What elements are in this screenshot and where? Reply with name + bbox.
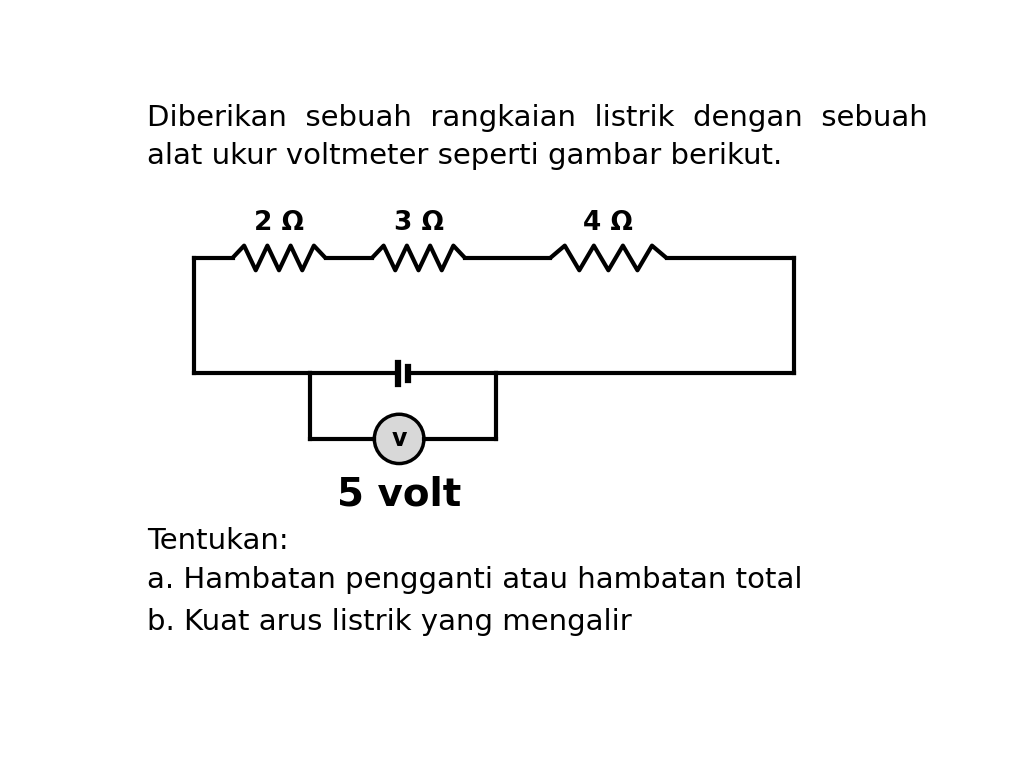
Text: Tentukan:: Tentukan:: [147, 527, 288, 555]
Text: 3 Ω: 3 Ω: [394, 210, 444, 236]
Circle shape: [374, 414, 424, 464]
Text: Diberikan  sebuah  rangkaian  listrik  dengan  sebuah: Diberikan sebuah rangkaian listrik denga…: [147, 104, 928, 132]
Text: a. Hambatan pengganti atau hambatan total: a. Hambatan pengganti atau hambatan tota…: [147, 566, 803, 594]
Text: 2 Ω: 2 Ω: [254, 210, 304, 236]
Text: 5 volt: 5 volt: [337, 475, 461, 513]
Text: alat ukur voltmeter seperti gambar berikut.: alat ukur voltmeter seperti gambar berik…: [147, 142, 783, 170]
Text: v: v: [392, 427, 407, 451]
Text: 4 Ω: 4 Ω: [583, 210, 633, 236]
Text: b. Kuat arus listrik yang mengalir: b. Kuat arus listrik yang mengalir: [147, 608, 632, 636]
